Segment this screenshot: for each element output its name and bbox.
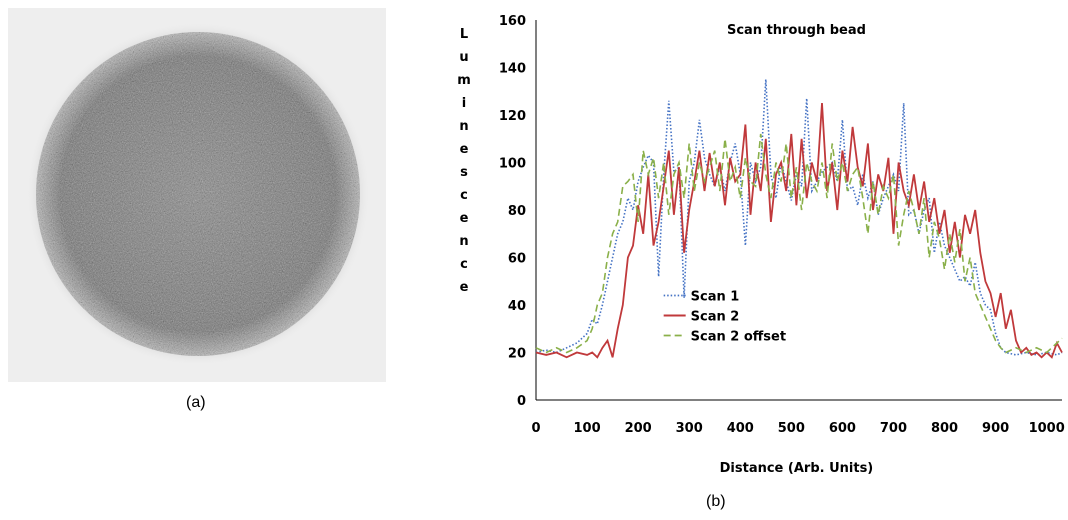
y-tick-label: 160 — [499, 14, 526, 29]
y-tick-label: 140 — [499, 62, 526, 77]
y-axis-title-char: n — [459, 234, 468, 249]
chart-title: Scan through bead — [727, 23, 866, 38]
x-tick-label: 300 — [676, 421, 703, 436]
y-axis-title-char: s — [460, 165, 468, 180]
y-axis-title-char: m — [457, 73, 471, 88]
x-tick-label: 600 — [829, 421, 856, 436]
y-axis-title-char: e — [460, 280, 469, 295]
x-tick-label: 700 — [880, 421, 907, 436]
y-axis-title-char: i — [462, 96, 466, 111]
caption-b: (b) — [706, 493, 726, 510]
series-line-1 — [535, 79, 1063, 356]
x-tick-label: 1000 — [1029, 421, 1065, 436]
y-axis-title-char: L — [460, 27, 468, 42]
x-axis-title: Distance (Arb. Units) — [720, 461, 874, 476]
y-axis-title-char: n — [459, 119, 468, 134]
series-line-3 — [535, 133, 1063, 354]
legend: Scan 1 Scan 2 Scan 2 offset — [663, 290, 786, 345]
x-tick-label: 200 — [625, 421, 652, 436]
x-tick-label: 100 — [573, 421, 600, 436]
x-tick-label: 900 — [982, 421, 1009, 436]
x-tick-label: 800 — [931, 421, 958, 436]
legend-label-1: Scan 1 — [691, 290, 740, 305]
luminescence-chart: 0 20 40 60 80 100 120 140 160 0 100 200 300 400 500 60… — [457, 14, 1065, 476]
legend-label-2: Scan 2 — [691, 310, 740, 325]
y-tick-label: 80 — [508, 204, 526, 219]
y-axis-title-char: e — [460, 142, 469, 157]
y-axis-title-char: c — [460, 188, 468, 203]
x-tick-label: 0 — [531, 421, 540, 436]
series-line-2 — [535, 103, 1063, 359]
bead-photo — [8, 8, 386, 382]
caption-a: (a) — [186, 394, 206, 411]
y-tick-label: 60 — [508, 252, 526, 267]
y-axis-title-char: e — [460, 211, 469, 226]
y-axis-title-char: u — [459, 50, 468, 65]
x-tick-label: 500 — [778, 421, 805, 436]
y-tick-label: 40 — [508, 299, 526, 314]
y-tick-label: 0 — [517, 394, 526, 409]
y-tick-label: 120 — [499, 109, 526, 124]
x-tick-labels: 0 100 200 300 400 500 600 700 800 900 1000 — [531, 421, 1064, 436]
y-tick-label: 20 — [508, 347, 526, 362]
y-tick-label: 100 — [499, 157, 526, 172]
series-lines — [535, 79, 1063, 359]
y-axis-title-char: c — [460, 257, 468, 272]
x-tick-label: 400 — [727, 421, 754, 436]
y-tick-labels: 0 20 40 60 80 100 120 140 160 — [499, 14, 526, 409]
legend-label-3: Scan 2 offset — [691, 330, 786, 345]
bead-image — [8, 8, 386, 382]
